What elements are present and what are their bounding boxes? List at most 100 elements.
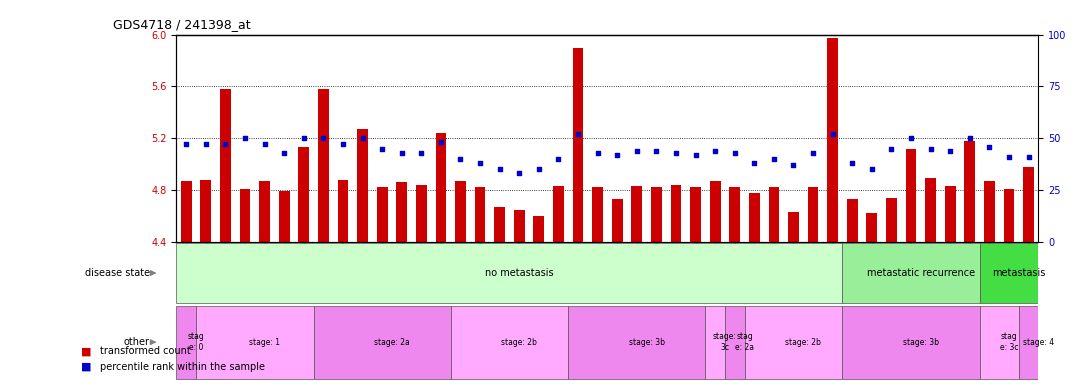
Point — [275, 150, 293, 156]
Point — [1020, 154, 1037, 160]
Bar — [1019, 306, 1038, 379]
Text: disease state: disease state — [85, 268, 150, 278]
Text: stage: 2b: stage: 2b — [785, 338, 821, 347]
Text: stage:
3c: stage: 3c — [713, 333, 737, 352]
Bar — [706, 306, 725, 379]
Bar — [730, 187, 740, 242]
Bar — [749, 193, 760, 242]
Bar — [1023, 167, 1034, 242]
Bar — [808, 187, 819, 242]
Text: stag
e: 0: stag e: 0 — [187, 333, 204, 352]
Bar — [788, 212, 798, 242]
Text: transformed count: transformed count — [100, 346, 190, 356]
Point — [707, 147, 724, 154]
Bar — [338, 180, 349, 242]
Bar — [196, 306, 313, 379]
Point — [980, 144, 997, 150]
Bar — [240, 189, 251, 242]
Point — [648, 147, 665, 154]
Bar — [534, 216, 544, 242]
Bar — [827, 38, 838, 242]
Point — [491, 166, 508, 172]
Point — [315, 135, 332, 141]
Bar — [181, 181, 192, 242]
Bar — [259, 181, 270, 242]
Bar — [906, 149, 917, 242]
Bar — [886, 198, 896, 242]
Point — [746, 160, 763, 166]
Point — [433, 139, 450, 146]
Bar — [979, 306, 1019, 379]
Point — [942, 147, 959, 154]
Bar — [710, 181, 721, 242]
Point — [413, 150, 430, 156]
Bar — [592, 187, 603, 242]
Text: ■: ■ — [81, 362, 95, 372]
Point — [256, 141, 273, 147]
Point — [609, 152, 626, 158]
Bar — [572, 48, 583, 242]
Bar — [725, 306, 745, 379]
Bar — [494, 207, 505, 242]
Text: GDS4718 / 241398_at: GDS4718 / 241398_at — [113, 18, 251, 31]
Bar — [1004, 189, 1015, 242]
Text: stage: 2b: stage: 2b — [501, 338, 537, 347]
Bar — [866, 214, 877, 242]
Bar — [745, 306, 843, 379]
Point — [335, 141, 352, 147]
Text: stage: 4: stage: 4 — [1023, 338, 1053, 347]
Point — [589, 150, 606, 156]
Point — [393, 150, 410, 156]
Bar — [553, 186, 564, 242]
Bar — [945, 186, 955, 242]
Bar — [377, 187, 387, 242]
Point — [452, 156, 469, 162]
Point — [667, 150, 684, 156]
Bar — [670, 185, 681, 242]
Bar — [612, 199, 623, 242]
Text: stag
e: 3c: stag e: 3c — [1000, 333, 1018, 352]
Point — [217, 141, 235, 147]
Bar — [451, 306, 568, 379]
Bar — [176, 243, 843, 303]
Point — [1001, 154, 1018, 160]
Bar — [396, 182, 407, 242]
Bar — [568, 306, 706, 379]
Bar — [455, 181, 466, 242]
Point — [530, 166, 548, 172]
Point — [805, 150, 822, 156]
Bar — [983, 181, 994, 242]
Bar — [651, 187, 662, 242]
Point — [569, 131, 586, 137]
Bar — [200, 180, 211, 242]
Text: no metastasis: no metastasis — [485, 268, 553, 278]
Bar — [279, 191, 289, 242]
Point — [628, 147, 646, 154]
Bar — [843, 306, 979, 379]
Text: stage: 3b: stage: 3b — [903, 338, 939, 347]
Bar — [436, 133, 447, 242]
Bar — [475, 187, 485, 242]
Text: stage: 1: stage: 1 — [250, 338, 280, 347]
Point — [882, 146, 900, 152]
Text: metastatic recurrence: metastatic recurrence — [867, 268, 975, 278]
Bar — [357, 129, 368, 242]
Bar — [313, 306, 451, 379]
Bar — [221, 89, 231, 242]
Point — [726, 150, 744, 156]
Point — [511, 170, 528, 177]
Bar — [925, 179, 936, 242]
Text: metastasis: metastasis — [992, 268, 1046, 278]
Bar — [514, 210, 525, 242]
Bar — [416, 185, 427, 242]
Point — [178, 141, 195, 147]
Bar — [632, 186, 642, 242]
Point — [237, 135, 254, 141]
Point — [824, 131, 841, 137]
Point — [197, 141, 214, 147]
Point — [686, 152, 704, 158]
Point — [784, 162, 802, 168]
Point — [903, 135, 920, 141]
Bar — [298, 147, 309, 242]
Point — [295, 135, 312, 141]
